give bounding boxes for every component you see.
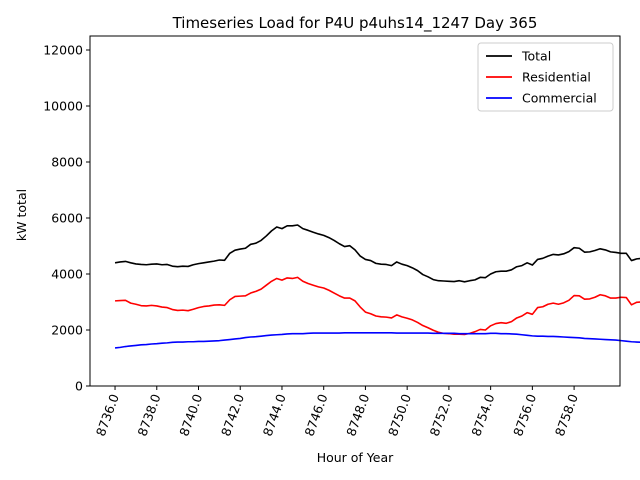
- y-tick-label: 6000: [51, 211, 83, 226]
- y-tick-label: 12000: [43, 43, 83, 58]
- legend-label-residential: Residential: [522, 70, 591, 85]
- y-axis-label: kW total: [14, 189, 29, 241]
- series-line-residential: [114, 276, 640, 336]
- y-tick-label: 4000: [51, 267, 83, 282]
- series-line-total: [114, 224, 640, 283]
- y-tick-label: 10000: [43, 99, 83, 114]
- series-line-commercial: [114, 331, 640, 349]
- chart-title: Timeseries Load for P4U p4uhs14_1247 Day…: [172, 14, 538, 33]
- y-axis: 0 2000 4000 6000 8000 10000 12000: [43, 43, 90, 394]
- legend-label-commercial: Commercial: [522, 91, 597, 106]
- y-tick-label: 0: [75, 379, 83, 394]
- x-axis-label: Hour of Year: [317, 450, 394, 465]
- series-lines: [114, 224, 640, 349]
- y-tick-label: 2000: [51, 323, 83, 338]
- y-tick-label: 8000: [51, 155, 83, 170]
- legend-label-total: Total: [521, 49, 551, 64]
- legend-box: [477, 42, 614, 112]
- plot-frame: [89, 35, 621, 387]
- legend: Total Residential Commercial: [477, 42, 614, 112]
